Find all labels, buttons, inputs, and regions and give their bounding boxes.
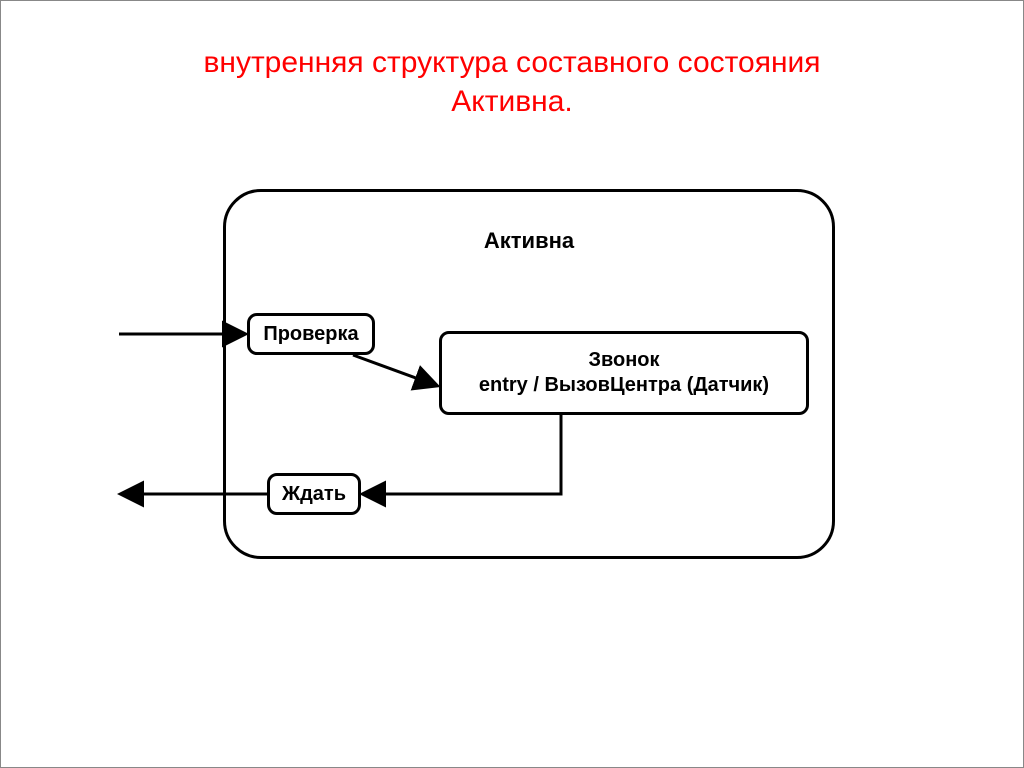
page-title: внутренняя структура составного состояни… [1, 1, 1023, 121]
state-wait-label: Ждать [282, 482, 346, 507]
state-call-label-line2: entry / ВызовЦентра (Датчик) [479, 373, 769, 398]
state-check-label: Проверка [263, 322, 358, 347]
state-call-label-line1: Звонок [588, 348, 659, 373]
composite-state-label: Активна [226, 228, 832, 254]
title-line-2: Активна. [451, 85, 573, 118]
state-diagram: Активна Проверка Звонок entry / ВызовЦен… [1, 181, 1024, 601]
title-line-1: внутренняя структура составного состояни… [203, 46, 820, 79]
state-wait: Ждать [267, 473, 361, 515]
state-call: Звонок entry / ВызовЦентра (Датчик) [439, 331, 809, 415]
state-check: Проверка [247, 313, 375, 355]
